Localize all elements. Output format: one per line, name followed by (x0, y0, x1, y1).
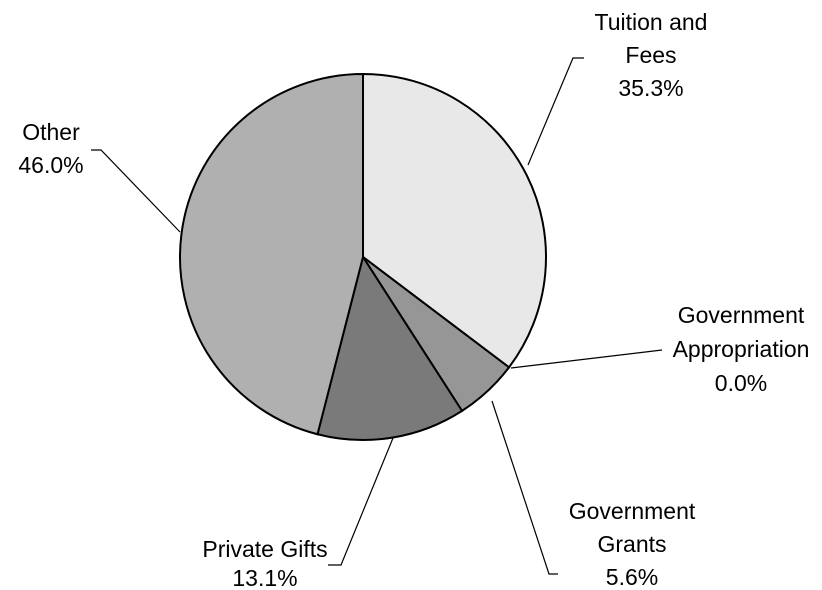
leader-line-grants (491, 400, 558, 575)
slice-percent-appropriation: 0.0% (715, 370, 767, 396)
leader-lines (91, 57, 663, 575)
slice-label-appropriation-line-2: Appropriation (673, 336, 810, 362)
slice-label-other: Other (22, 119, 80, 145)
slice-label-tuition-line-1: Tuition and (595, 9, 708, 35)
slice-label-grants-line-1: Government (569, 498, 696, 524)
pie-slices (179, 72, 547, 441)
slice-label-private-gifts: Private Gifts (202, 536, 327, 562)
slice-label-tuition-line-2: Fees (625, 42, 676, 68)
slice-label-appropriation-line-1: Government (678, 302, 805, 328)
pie-slice-other (179, 72, 364, 436)
slice-percent-grants: 5.6% (606, 564, 658, 590)
pie-slice-private-gifts (316, 254, 464, 441)
leader-line-other (91, 149, 181, 233)
leader-line-private-gifts (328, 437, 394, 566)
slice-percent-other: 46.0% (18, 152, 83, 178)
slice-percent-tuition: 35.3% (618, 75, 683, 101)
leader-line-tuition (527, 57, 584, 166)
pie-slice-tuition-and-fees (362, 72, 547, 369)
slice-percent-private-gifts: 13.1% (232, 565, 297, 590)
slice-label-grants-line-2: Grants (597, 531, 666, 557)
leader-line-appropriation (510, 349, 663, 369)
